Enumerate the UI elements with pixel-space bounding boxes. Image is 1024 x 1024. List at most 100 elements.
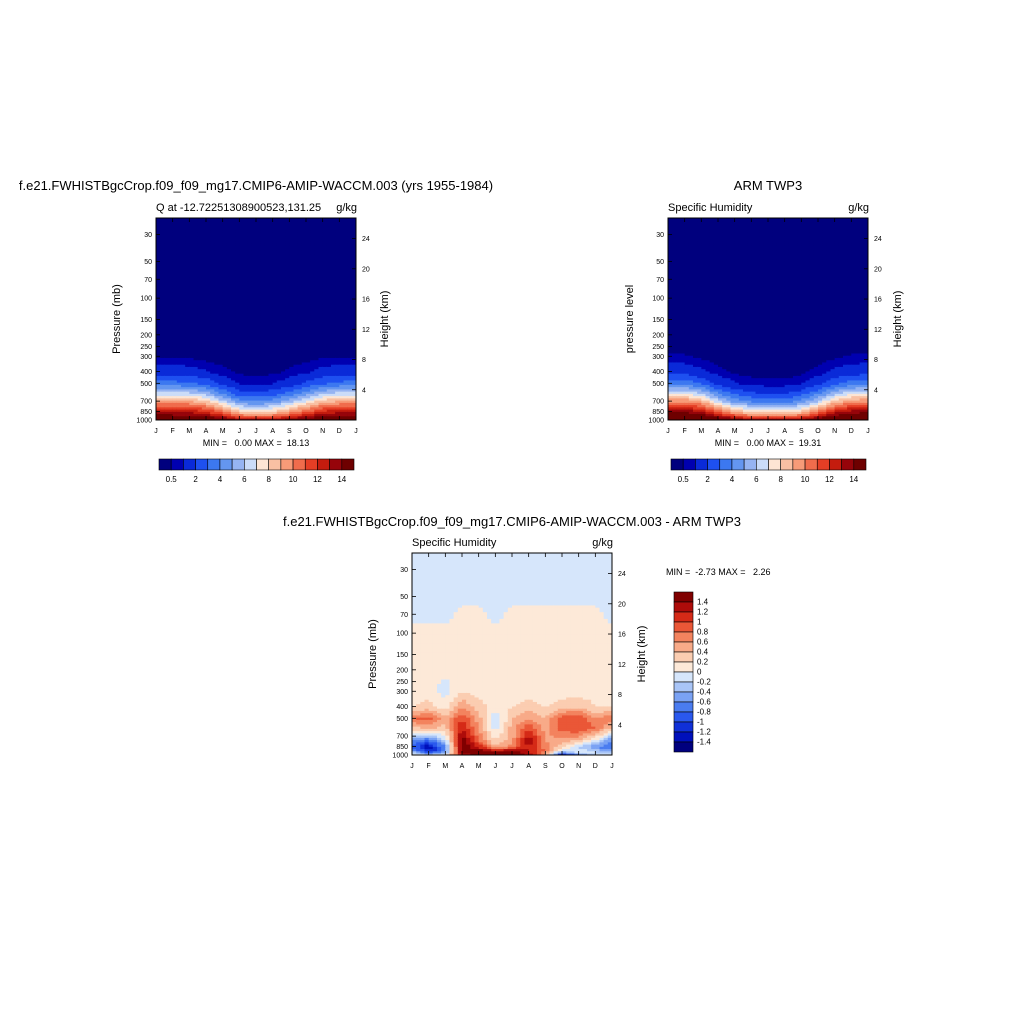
field-cell bbox=[301, 280, 307, 284]
field-cell bbox=[676, 235, 681, 240]
field-cell bbox=[214, 402, 219, 406]
field-cell bbox=[285, 411, 290, 415]
field-cell bbox=[160, 375, 165, 379]
field-cell bbox=[347, 298, 353, 302]
field-cell bbox=[289, 370, 294, 374]
field-cell bbox=[176, 393, 182, 397]
x-tick-label: M bbox=[186, 428, 192, 435]
field-cell bbox=[260, 381, 265, 385]
field-cell bbox=[172, 258, 178, 262]
field-cell bbox=[218, 222, 223, 226]
field-cell bbox=[164, 368, 169, 372]
field-cell bbox=[680, 238, 685, 242]
field-cell bbox=[168, 366, 173, 370]
field-cell bbox=[314, 269, 319, 273]
field-cell bbox=[343, 289, 348, 293]
field-cell bbox=[156, 287, 161, 291]
field-cell bbox=[301, 366, 307, 370]
field-cell bbox=[343, 231, 348, 235]
field-cell bbox=[293, 323, 298, 327]
field-cell bbox=[185, 303, 190, 307]
field-cell bbox=[226, 220, 232, 224]
field-cell bbox=[260, 303, 265, 307]
field-cell bbox=[314, 361, 319, 365]
field-cell bbox=[197, 307, 203, 311]
field-cell bbox=[314, 229, 319, 233]
field-cell bbox=[197, 393, 203, 397]
field-cell bbox=[297, 399, 303, 403]
x-tick-label: F bbox=[171, 428, 175, 435]
field-cell bbox=[239, 289, 244, 293]
field-cell bbox=[289, 269, 294, 273]
field-cell bbox=[189, 271, 194, 275]
field-cell bbox=[672, 294, 677, 298]
field-cell bbox=[297, 276, 303, 280]
field-cell bbox=[676, 372, 681, 376]
field-cell bbox=[193, 256, 198, 260]
field-cell bbox=[297, 274, 303, 278]
field-cell bbox=[168, 224, 173, 228]
field-cell bbox=[684, 408, 690, 412]
field-cell bbox=[276, 226, 282, 231]
field-cell bbox=[193, 253, 198, 257]
field-cell bbox=[281, 397, 286, 401]
field-cell bbox=[239, 417, 244, 420]
field-cell bbox=[306, 218, 311, 222]
field-cell bbox=[176, 271, 182, 275]
field-cell bbox=[310, 287, 315, 291]
field-cell bbox=[243, 406, 248, 410]
field-cell bbox=[214, 224, 219, 228]
field-cell bbox=[688, 332, 694, 336]
field-cell bbox=[676, 343, 681, 347]
field-cell bbox=[326, 262, 332, 266]
field-cell bbox=[256, 334, 261, 338]
field-cell bbox=[235, 222, 240, 226]
field-cell bbox=[218, 271, 223, 275]
field-cell bbox=[276, 393, 282, 397]
field-cell bbox=[335, 265, 340, 269]
field-cell bbox=[197, 240, 203, 244]
field-cell bbox=[268, 386, 273, 390]
field-cell bbox=[160, 345, 165, 349]
field-cell bbox=[314, 323, 319, 327]
field-cell bbox=[331, 235, 336, 240]
field-cell bbox=[301, 415, 307, 419]
field-cell bbox=[172, 406, 178, 410]
field-cell bbox=[672, 251, 677, 255]
field-cell bbox=[264, 413, 269, 417]
field-cell bbox=[335, 226, 340, 231]
field-cell bbox=[335, 393, 340, 397]
field-cell bbox=[210, 305, 215, 309]
field-cell bbox=[160, 260, 165, 264]
field-cell bbox=[260, 413, 265, 417]
field-cell bbox=[310, 321, 315, 325]
field-cell bbox=[339, 238, 344, 242]
field-cell bbox=[310, 325, 315, 329]
field-cell bbox=[322, 388, 328, 392]
field-cell bbox=[668, 222, 673, 226]
field-cell bbox=[289, 319, 294, 323]
field-cell bbox=[281, 363, 286, 367]
field-cell bbox=[210, 310, 215, 314]
field-cell bbox=[688, 305, 694, 309]
field-cell bbox=[351, 413, 356, 417]
field-cell bbox=[285, 301, 290, 305]
field-cell bbox=[676, 220, 681, 224]
field-cell bbox=[676, 253, 681, 257]
field-cell bbox=[326, 325, 332, 329]
field-cell bbox=[289, 271, 294, 275]
field-cell bbox=[218, 408, 223, 412]
field-cell bbox=[181, 267, 186, 271]
field-cell bbox=[260, 339, 265, 343]
field-cell bbox=[189, 375, 194, 379]
field-cell bbox=[268, 332, 273, 336]
field-cell bbox=[218, 372, 223, 376]
field-cell bbox=[314, 258, 319, 262]
field-cell bbox=[264, 415, 269, 419]
field-cell bbox=[231, 336, 236, 341]
field-cell bbox=[339, 253, 344, 257]
field-cell bbox=[310, 341, 315, 345]
field-cell bbox=[222, 352, 228, 356]
field-cell bbox=[185, 343, 190, 347]
field-cell bbox=[314, 312, 319, 316]
